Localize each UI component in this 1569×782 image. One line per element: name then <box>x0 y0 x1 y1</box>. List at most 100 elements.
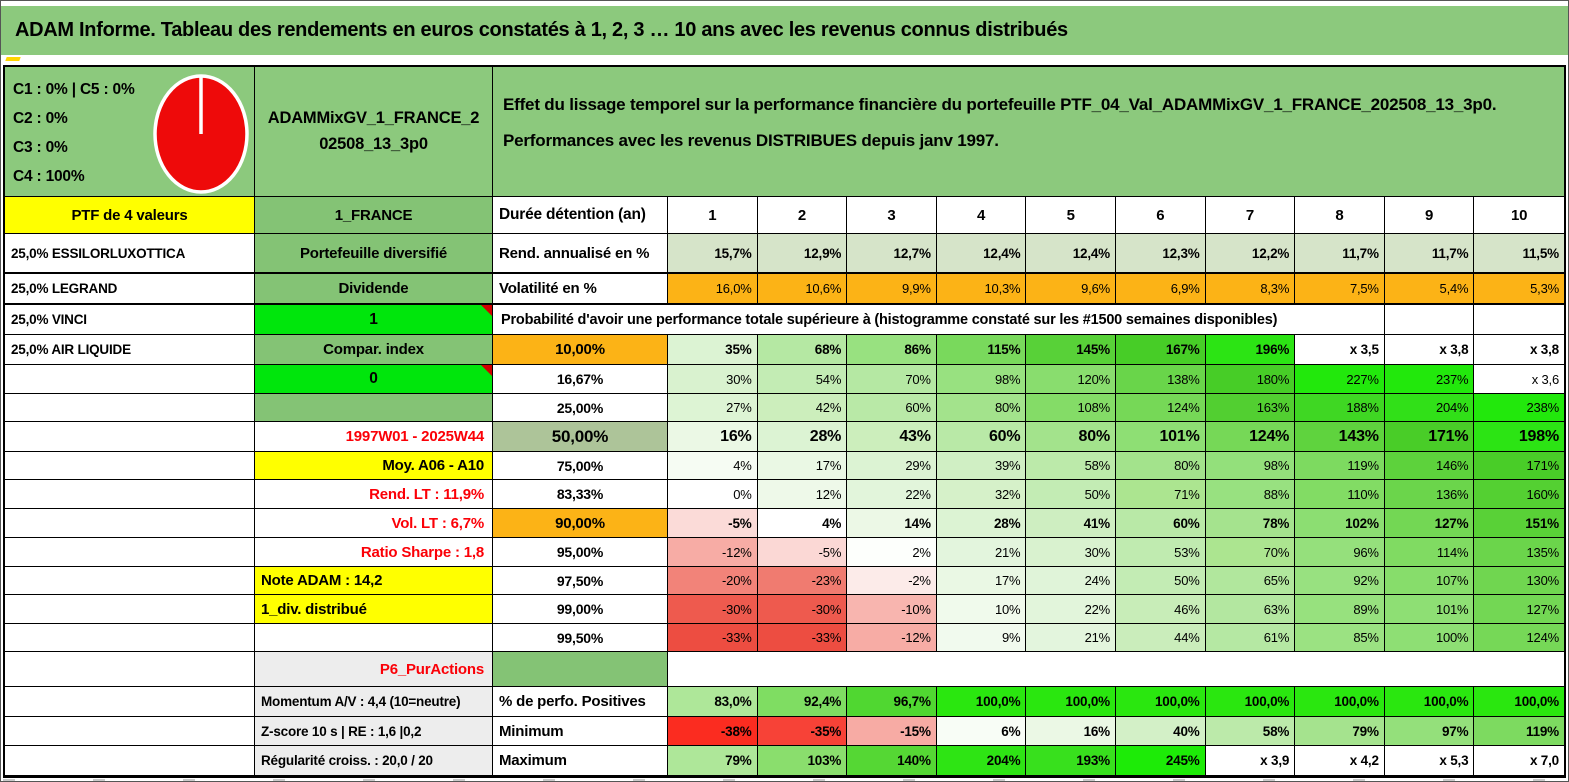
cell-p75-y10[interactable]: 171% <box>1474 452 1564 480</box>
cell-p10-label[interactable]: 10,00% <box>493 335 668 365</box>
cell-min-y4[interactable]: 6% <box>936 717 1027 746</box>
cell-p25-y5[interactable]: 108% <box>1026 394 1116 422</box>
cell-p50-y4[interactable]: 60% <box>936 422 1027 452</box>
cell-p50-y8[interactable]: 143% <box>1295 422 1385 452</box>
cell-p75-label[interactable]: 75,00% <box>493 452 668 480</box>
cell-max-y3[interactable]: 140% <box>847 746 937 776</box>
cell-p99-y7[interactable]: 63% <box>1205 595 1296 624</box>
cell-p99-y9[interactable]: 101% <box>1384 595 1475 624</box>
cell-p10-b[interactable]: Compar. index <box>255 335 493 365</box>
cell-p99-b[interactable]: 1_div. distribué <box>255 595 493 624</box>
cell-p50-y9[interactable]: 171% <box>1384 422 1475 452</box>
cell-p975-y1[interactable]: -20% <box>668 567 758 595</box>
cell-p75-y5[interactable]: 58% <box>1026 452 1116 480</box>
cell-p10-y10[interactable]: x 3,8 <box>1474 335 1564 365</box>
cell-perfo-label[interactable]: % de perfo. Positives <box>493 687 668 717</box>
cell-p1667-y1[interactable]: 30% <box>668 365 758 394</box>
cell-p25-y2[interactable]: 42% <box>757 394 848 422</box>
cell-p1667-y8[interactable]: 227% <box>1295 365 1385 394</box>
cell-max-y7[interactable]: x 3,9 <box>1205 746 1296 776</box>
cell-rend-y8[interactable]: 11,7% <box>1295 234 1385 274</box>
cell-p25-y8[interactable]: 188% <box>1295 394 1385 422</box>
cell-p995-y8[interactable]: 85% <box>1295 624 1385 652</box>
cell-p8333-b[interactable]: Rend. LT : 11,9% <box>255 480 493 509</box>
cell-perfo-b[interactable]: Momentum A/V : 4,4 (10=neutre) <box>255 687 493 717</box>
cell-p50-b[interactable]: 1997W01 - 2025W44 <box>255 422 493 452</box>
cell-rend-label[interactable]: Rend. annualisé en % <box>493 234 668 274</box>
header-year-10[interactable]: 10 <box>1474 197 1564 234</box>
cell-prob-b[interactable]: 1 <box>255 305 493 335</box>
portfolio-name-cell[interactable]: ADAMMixGV_1_FRANCE_202508_13_3p0 <box>255 67 493 197</box>
cell-p90-y1[interactable]: -5% <box>668 509 758 538</box>
cell-perfo-y10[interactable]: 100,0% <box>1474 687 1564 717</box>
cell-vol-y6[interactable]: 6,9% <box>1115 274 1206 305</box>
cell-perfo-y3[interactable]: 96,7% <box>847 687 937 717</box>
cell-max-a[interactable] <box>5 746 255 776</box>
cell-p8333-y3[interactable]: 22% <box>847 480 937 509</box>
cell-max-b[interactable]: Régularité croiss. : 20,0 / 20 <box>255 746 493 776</box>
cell-p25-y4[interactable]: 80% <box>936 394 1027 422</box>
cell-p75-y2[interactable]: 17% <box>757 452 848 480</box>
cell-max-y6[interactable]: 245% <box>1115 746 1206 776</box>
cell-p90-y6[interactable]: 60% <box>1115 509 1206 538</box>
cell-p50-y3[interactable]: 43% <box>847 422 937 452</box>
cell-p90-y4[interactable]: 28% <box>936 509 1027 538</box>
header-year-8[interactable]: 8 <box>1295 197 1385 234</box>
cell-p50-label[interactable]: 50,00% <box>493 422 668 452</box>
cell-p1667-y6[interactable]: 138% <box>1115 365 1206 394</box>
cell-min-label[interactable]: Minimum <box>493 717 668 746</box>
cell-p975-y6[interactable]: 50% <box>1115 567 1206 595</box>
header-year-5[interactable]: 5 <box>1026 197 1116 234</box>
cell-p995-y1[interactable]: -33% <box>668 624 758 652</box>
cell-p25-y9[interactable]: 204% <box>1384 394 1475 422</box>
cell-p10-y9[interactable]: x 3,8 <box>1384 335 1475 365</box>
cell-p99-y10[interactable]: 127% <box>1474 595 1564 624</box>
cell-p99-y8[interactable]: 89% <box>1295 595 1385 624</box>
cell-p50-y5[interactable]: 80% <box>1026 422 1116 452</box>
cell-p8333-y6[interactable]: 71% <box>1115 480 1206 509</box>
cell-p25-y6[interactable]: 124% <box>1115 394 1206 422</box>
header-ptf[interactable]: PTF de 4 valeurs <box>5 197 255 234</box>
cell-p975-a[interactable] <box>5 567 255 595</box>
cell-perfo-y8[interactable]: 100,0% <box>1295 687 1385 717</box>
cell-p99-y2[interactable]: -30% <box>757 595 848 624</box>
cell-p1667-a[interactable] <box>5 365 255 394</box>
cell-p8333-y7[interactable]: 88% <box>1205 480 1296 509</box>
cell-min-y5[interactable]: 16% <box>1026 717 1116 746</box>
cell-rend-y2[interactable]: 12,9% <box>757 234 848 274</box>
cell-p975-y9[interactable]: 107% <box>1384 567 1475 595</box>
cell-p90-label[interactable]: 90,00% <box>493 509 668 538</box>
cell-p10-y4[interactable]: 115% <box>936 335 1027 365</box>
cell-p8333-y1[interactable]: 0% <box>668 480 758 509</box>
cell-p75-y7[interactable]: 98% <box>1205 452 1296 480</box>
cell-p25-label[interactable]: 25,00% <box>493 394 668 422</box>
probability-title[interactable]: Probabilité d'avoir une performance tota… <box>493 305 1385 335</box>
cell-p99-y1[interactable]: -30% <box>668 595 758 624</box>
cell-p75-y3[interactable]: 29% <box>847 452 937 480</box>
cell-p8333-y8[interactable]: 110% <box>1295 480 1385 509</box>
cell-p975-y5[interactable]: 24% <box>1026 567 1116 595</box>
cell-p995-y6[interactable]: 44% <box>1115 624 1206 652</box>
cell-p75-y9[interactable]: 146% <box>1384 452 1475 480</box>
cell-p50-y7[interactable]: 124% <box>1205 422 1296 452</box>
cell-p50-y10[interactable]: 198% <box>1474 422 1564 452</box>
header-year-6[interactable]: 6 <box>1115 197 1206 234</box>
cell-p95-y9[interactable]: 114% <box>1384 538 1475 567</box>
cell-p75-y6[interactable]: 80% <box>1115 452 1206 480</box>
cell-p50-a[interactable] <box>5 422 255 452</box>
cell-p6-b[interactable]: P6_PurActions <box>255 652 493 687</box>
cell-p90-b[interactable]: Vol. LT : 6,7% <box>255 509 493 538</box>
header-year-7[interactable]: 7 <box>1205 197 1296 234</box>
cell-p1667-y5[interactable]: 120% <box>1026 365 1116 394</box>
cell-p8333-y4[interactable]: 32% <box>936 480 1027 509</box>
cell-min-a[interactable] <box>5 717 255 746</box>
cell-p95-y7[interactable]: 70% <box>1205 538 1296 567</box>
cell-p8333-y2[interactable]: 12% <box>757 480 848 509</box>
cell-p8333-a[interactable] <box>5 480 255 509</box>
cell-p10-y2[interactable]: 68% <box>757 335 848 365</box>
cell-prob-y9[interactable] <box>1384 305 1475 335</box>
header-duration[interactable]: Durée détention (an) <box>493 197 668 234</box>
cell-p975-y2[interactable]: -23% <box>757 567 848 595</box>
cell-min-y3[interactable]: -15% <box>847 717 937 746</box>
cell-vol-y10[interactable]: 5,3% <box>1474 274 1564 305</box>
